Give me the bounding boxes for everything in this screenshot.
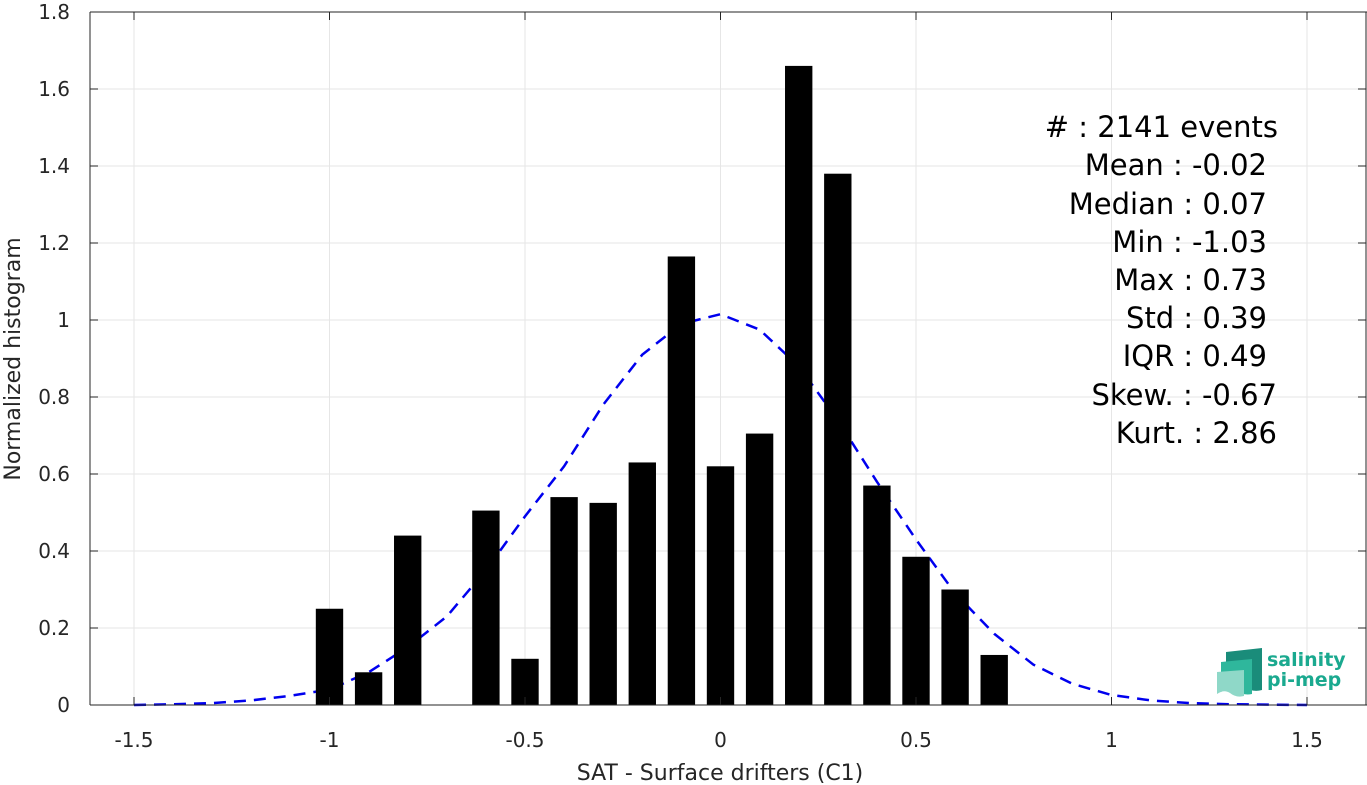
x-tick-label-3: 0 <box>714 728 727 752</box>
bar-2 <box>394 535 422 705</box>
stat-max: Max : 0.73 <box>1114 263 1267 297</box>
bar-12 <box>824 173 852 705</box>
stat-kurt: Kurt. : 2.86 <box>1116 416 1277 450</box>
bar-9 <box>706 466 735 705</box>
stat-median: Median : 0.07 <box>1069 187 1267 221</box>
logo-line2: pi-mep <box>1267 669 1341 691</box>
bar-13 <box>863 485 891 705</box>
y-tick-label-9: 1.8 <box>38 0 70 24</box>
bar-3 <box>472 510 500 705</box>
y-tick-label-1: 0.2 <box>38 616 70 640</box>
bar-10 <box>745 433 774 705</box>
y-tick-label-4: 0.8 <box>38 385 70 409</box>
y-tick-label-8: 1.6 <box>38 77 70 101</box>
stat-iqr: IQR : 0.49 <box>1123 339 1267 373</box>
x-tick-label-6: 1.5 <box>1291 728 1323 752</box>
bar-16 <box>980 654 1008 705</box>
y-tick-label-5: 1 <box>57 308 70 332</box>
bar-11 <box>785 65 813 705</box>
axes <box>89 11 1367 706</box>
x-tick-label-2: -0.5 <box>505 728 544 752</box>
x-tick-label-0: -1.5 <box>114 728 153 752</box>
bar-1 <box>354 672 383 705</box>
bar-8 <box>667 256 696 705</box>
x-tick-labels: -1.5 -1 -0.5 0 0.5 1 1.5 <box>114 728 1322 752</box>
x-tick-label-5: 1 <box>1105 728 1118 752</box>
stat-mean: Mean : -0.02 <box>1085 148 1267 182</box>
y-tick-labels: 0 0.2 0.4 0.6 0.8 1 1.2 1.4 1.6 1.8 <box>38 0 70 717</box>
stat-min: Min : -1.03 <box>1112 225 1267 259</box>
logo-wave-icon <box>1217 648 1262 697</box>
stats-annotation: # : 2141 events Mean : -0.02 Median : 0.… <box>1045 110 1278 450</box>
bar-0 <box>315 608 344 705</box>
x-tick-label-4: 0.5 <box>900 728 932 752</box>
bar-6 <box>589 502 617 705</box>
y-tick-label-6: 1.2 <box>38 231 70 255</box>
x-tick-label-1: -1 <box>320 728 340 752</box>
logo-line1: salinity <box>1267 649 1346 671</box>
bar-14 <box>902 556 930 705</box>
bar-5 <box>550 497 578 705</box>
y-tick-label-3: 0.6 <box>38 462 70 486</box>
stat-skew: Skew. : -0.67 <box>1091 378 1277 412</box>
stat-events: # : 2141 events <box>1045 110 1278 144</box>
stat-std: Std : 0.39 <box>1126 301 1267 335</box>
bar-7 <box>628 462 656 705</box>
y-tick-label-2: 0.4 <box>38 539 70 563</box>
x-axis-label: SAT - Surface drifters (C1) <box>577 761 864 785</box>
y-tick-label-0: 0 <box>57 693 70 717</box>
y-tick-label-7: 1.4 <box>38 154 70 178</box>
y-axis-label: Normalized histogram <box>1 237 26 480</box>
salinity-pimep-logo: salinity pi-mep <box>1217 648 1346 697</box>
bar-15 <box>941 589 969 705</box>
bars-layer <box>315 65 1008 705</box>
